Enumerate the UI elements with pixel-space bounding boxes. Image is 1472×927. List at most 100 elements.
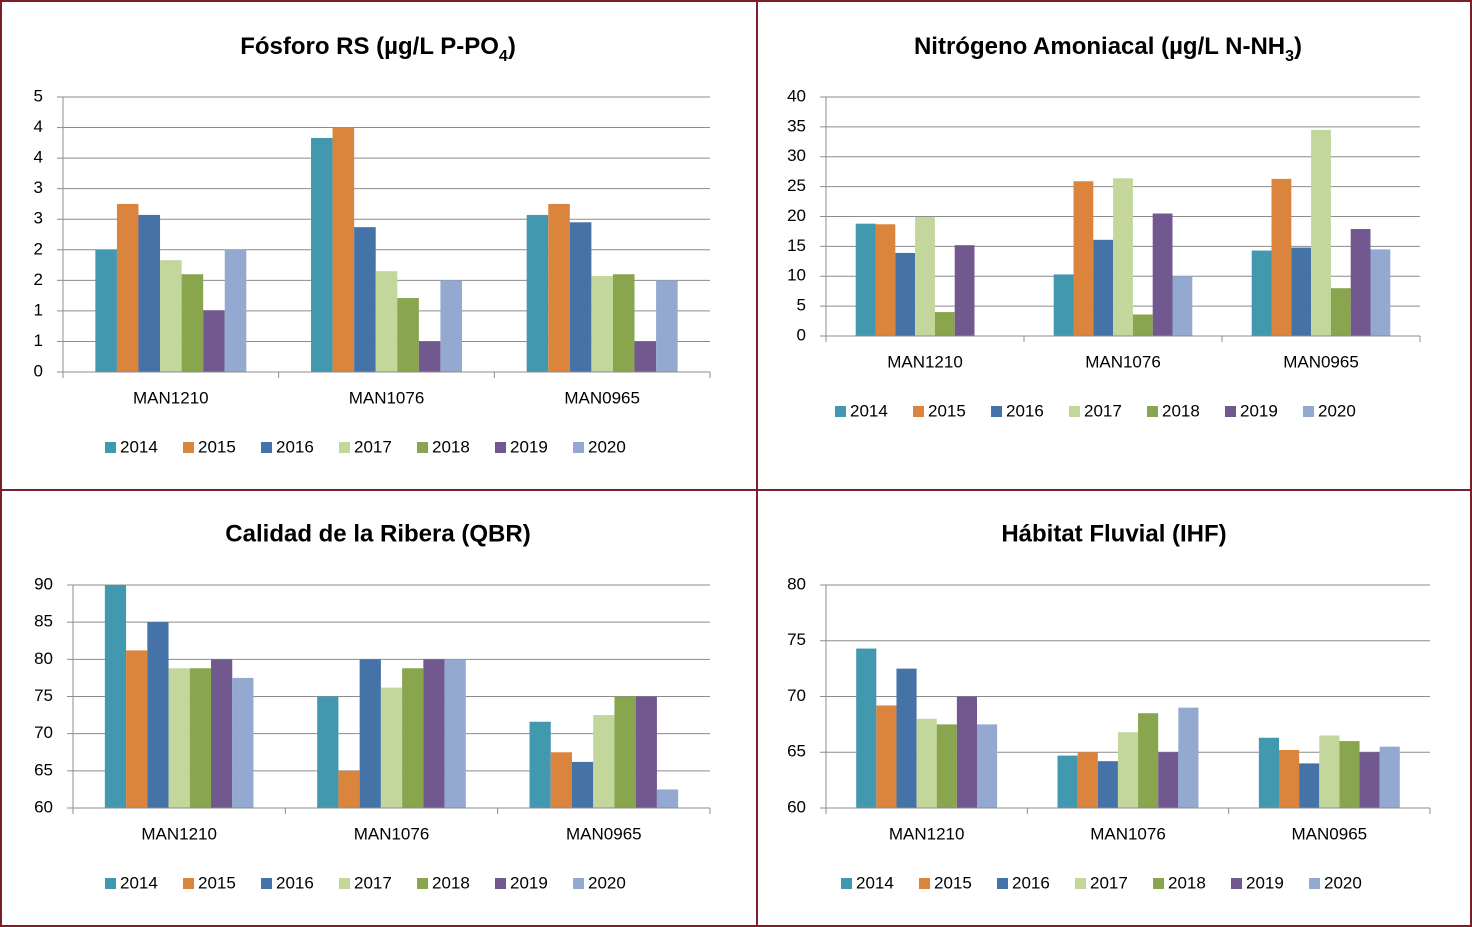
y-tick-label: 1 xyxy=(34,331,43,350)
legend-label: 2019 xyxy=(1240,401,1278,420)
legend-label: 2020 xyxy=(588,437,626,456)
x-tick-label: MAN1076 xyxy=(354,824,430,843)
bar xyxy=(126,650,148,808)
title-part: ) xyxy=(1294,33,1302,60)
bar xyxy=(1138,713,1159,808)
legend-label: 2018 xyxy=(432,437,470,456)
y-tick-label: 65 xyxy=(787,742,806,761)
bar xyxy=(1370,249,1391,336)
legend-label: 2019 xyxy=(1246,873,1284,892)
bar xyxy=(338,770,360,808)
bar xyxy=(916,718,937,808)
bar xyxy=(203,310,225,372)
x-tick-label: MAN1210 xyxy=(889,824,965,843)
bar xyxy=(1178,707,1199,808)
bar xyxy=(1158,752,1179,808)
bar xyxy=(211,659,233,808)
legend-swatch xyxy=(417,878,428,889)
legend-swatch xyxy=(105,878,116,889)
bar xyxy=(418,341,441,372)
bar xyxy=(380,687,403,808)
legend-swatch xyxy=(417,442,428,453)
legend-swatch xyxy=(261,878,272,889)
bar xyxy=(1258,737,1279,808)
bar xyxy=(1319,735,1340,808)
bar xyxy=(895,252,916,336)
x-tick-label: MAN1210 xyxy=(133,388,209,407)
bar xyxy=(934,312,955,336)
y-tick-label: 25 xyxy=(787,176,806,195)
bar xyxy=(550,752,572,808)
chart-title: Fósforo RS (µg/L P-PO4) xyxy=(240,33,516,64)
y-tick-label: 60 xyxy=(787,797,806,816)
legend-swatch xyxy=(573,878,584,889)
bar xyxy=(189,668,212,808)
bar xyxy=(876,705,897,808)
y-tick-label: 75 xyxy=(34,686,53,705)
y-tick-label: 4 xyxy=(34,148,43,167)
legend-label: 2019 xyxy=(510,873,548,892)
x-tick-label: MAN1076 xyxy=(1085,352,1161,371)
legend-swatch xyxy=(1309,878,1320,889)
x-tick-label: MAN0965 xyxy=(564,388,640,407)
bar xyxy=(954,245,975,336)
legend-swatch xyxy=(1225,406,1236,417)
y-tick-label: 3 xyxy=(34,178,43,197)
legend-swatch xyxy=(495,442,506,453)
legend-label: 2016 xyxy=(1012,873,1050,892)
chart-title: Nitrógeno Amoniacal (µg/L N-NH3) xyxy=(914,33,1302,64)
legend-swatch xyxy=(997,878,1008,889)
legend-swatch xyxy=(1069,406,1080,417)
y-tick-label: 30 xyxy=(787,146,806,165)
chart-title: Hábitat Fluvial (IHF) xyxy=(1001,520,1226,547)
x-tick-label: MAN1210 xyxy=(141,824,217,843)
legend-swatch xyxy=(495,878,506,889)
bar xyxy=(444,659,466,808)
legend-label: 2017 xyxy=(1084,401,1122,420)
legend-label: 2014 xyxy=(120,873,158,892)
bar xyxy=(656,789,679,808)
y-tick-label: 60 xyxy=(34,797,53,816)
legend-label: 2018 xyxy=(1168,873,1206,892)
legend-label: 2017 xyxy=(354,873,392,892)
bar xyxy=(956,696,977,808)
bar xyxy=(856,648,877,808)
bar xyxy=(571,761,594,808)
y-tick-label: 75 xyxy=(787,630,806,649)
bar xyxy=(915,217,935,336)
bar xyxy=(656,280,678,372)
legend-swatch xyxy=(573,442,584,453)
bar xyxy=(317,696,339,808)
y-tick-label: 0 xyxy=(34,361,43,380)
bar xyxy=(168,668,190,808)
y-tick-label: 80 xyxy=(787,574,806,593)
bar xyxy=(402,668,424,808)
bar xyxy=(224,249,247,372)
y-tick-label: 4 xyxy=(34,117,43,136)
bar xyxy=(397,298,419,372)
bar xyxy=(855,223,876,336)
y-tick-label: 10 xyxy=(787,266,806,285)
legend-swatch xyxy=(339,878,350,889)
y-tick-label: 2 xyxy=(34,270,43,289)
legend-label: 2020 xyxy=(1318,401,1356,420)
legend-label: 2014 xyxy=(120,437,158,456)
legend-swatch xyxy=(1075,878,1086,889)
y-tick-label: 1 xyxy=(34,300,43,319)
legend-label: 2016 xyxy=(276,437,314,456)
y-tick-label: 40 xyxy=(787,86,806,105)
bar xyxy=(1172,276,1193,336)
bar xyxy=(977,724,998,808)
bar xyxy=(875,224,896,336)
bar xyxy=(1053,274,1074,336)
x-tick-label: MAN0965 xyxy=(1283,352,1359,371)
legend-label: 2015 xyxy=(198,873,236,892)
legend-label: 2015 xyxy=(928,401,966,420)
bar xyxy=(1271,178,1292,336)
title-part: 3 xyxy=(1285,48,1294,65)
bar xyxy=(635,696,657,808)
title-part: ) xyxy=(508,33,516,60)
legend-swatch xyxy=(1147,406,1158,417)
